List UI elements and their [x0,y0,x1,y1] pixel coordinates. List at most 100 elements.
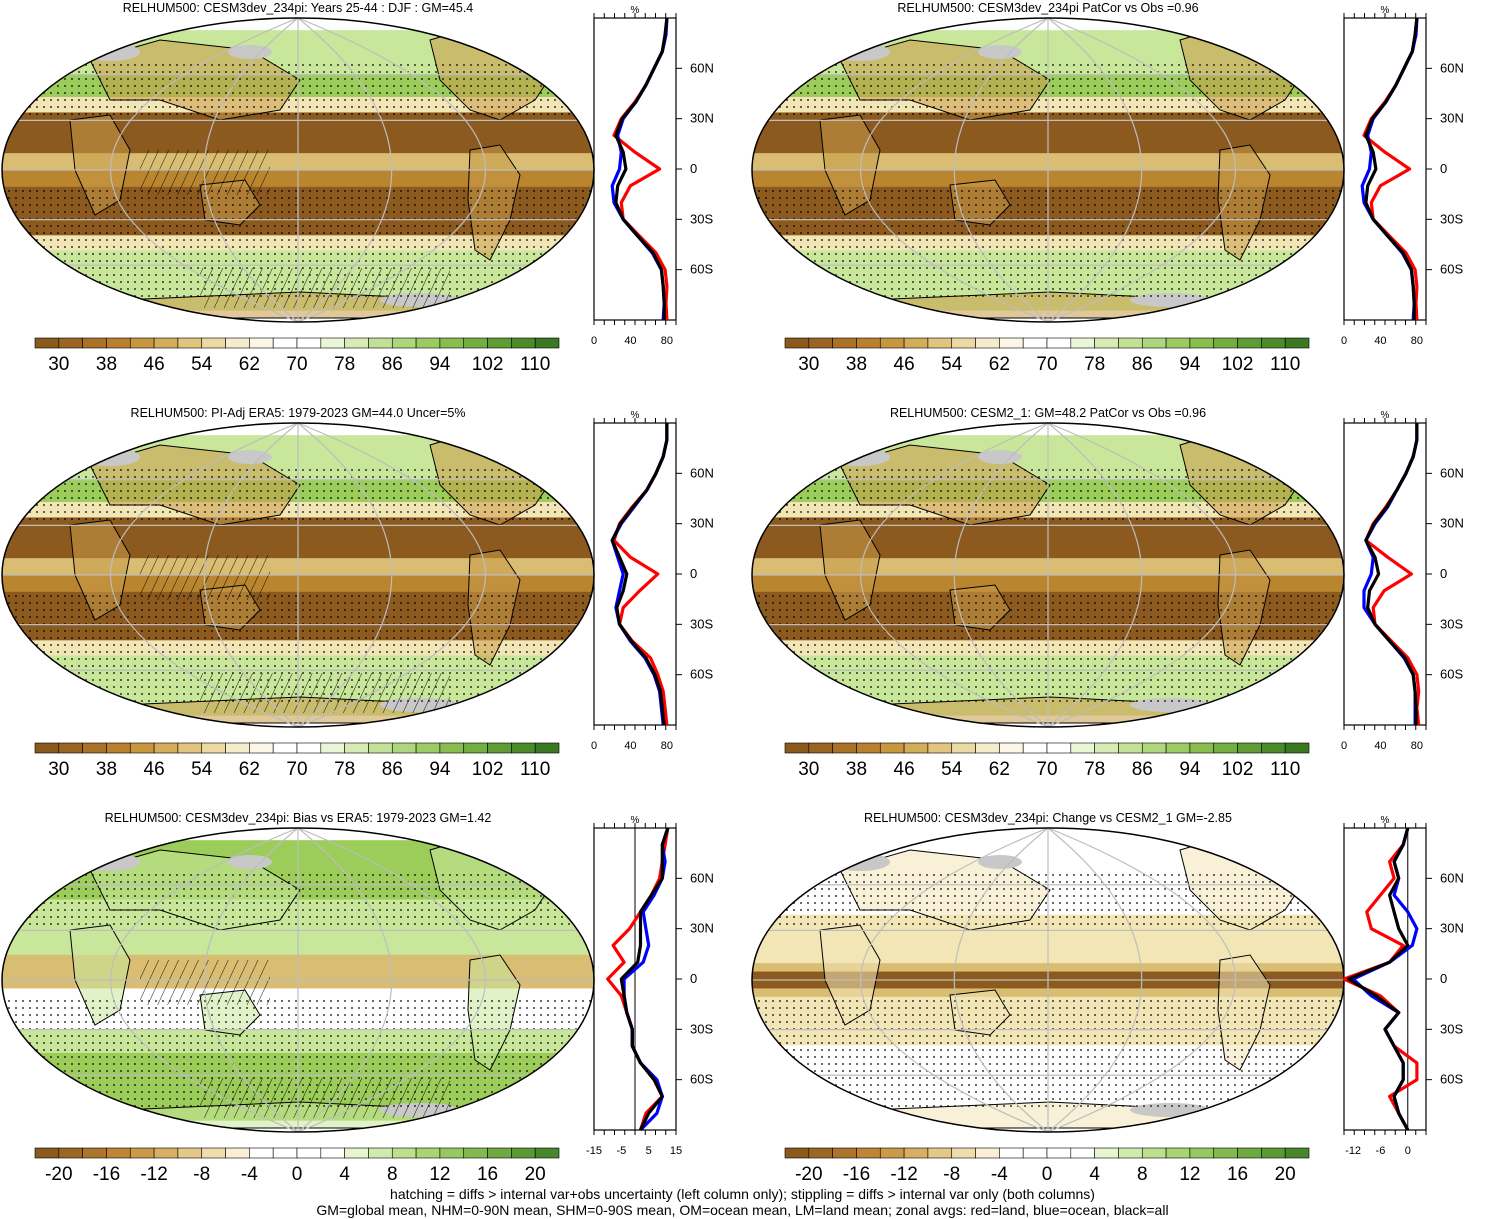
profile-y-tick-label: 30N [1440,111,1464,126]
graticule-meridian [859,828,1049,1132]
colorbar-tick-label: 78 [334,759,355,780]
profile-series-all [1364,17,1419,320]
colorbar-swatch [1189,742,1215,754]
profile-series-land [1342,827,1419,1131]
colorbar-swatch [879,337,905,349]
colorbar-tick-label: 38 [846,354,867,375]
colorbar-tick-label: 54 [191,354,213,375]
colorbar-swatch [249,337,274,349]
graticule-meridian [1047,18,1143,322]
lat-band [2,442,594,452]
stippling [752,1000,1344,1110]
colorbar-swatch [1094,337,1119,349]
lat-band [2,450,594,459]
colorbar-tick-label: 94 [1179,759,1201,780]
colorbar-tick-label: 62 [989,354,1010,375]
colorbar-tick-label: 86 [382,354,403,375]
colorbar-tick-label: 94 [429,354,451,375]
graticule-meridian [297,828,393,1132]
colorbar-swatch [320,337,345,349]
colorbar-tick-label: 110 [520,759,550,780]
colorbar-tick-label: 70 [286,354,307,375]
colorbar-swatch [129,337,155,349]
profile-y-tick-label: 60N [690,870,714,885]
colorbar-tick-label: 86 [1132,354,1153,375]
colorbar-swatch [784,742,810,754]
profile-x-tick-label: 80 [1411,335,1423,347]
colorbar-tick-label: 16 [1227,1164,1248,1185]
colorbar-swatch [249,742,274,754]
colorbar-swatch [58,742,83,754]
colorbar-tick-label: 38 [846,759,867,780]
graticule-meridian [203,18,299,322]
colorbar-swatch [82,337,107,349]
colorbar-swatch [1046,1147,1072,1159]
profile-y-tick-label: 60S [690,1072,713,1087]
graticule-meridian [953,18,1049,322]
profile-x-tick-label: 0 [1405,1145,1411,1157]
colorbar-tick-label: -4 [991,1164,1008,1185]
colorbar-tick-label: 62 [239,759,260,780]
colorbar-swatch [511,1147,536,1159]
colorbar-tick-label: 30 [798,759,819,780]
colorbar-tick-label: 4 [339,1164,350,1185]
colorbar-swatch [784,337,810,349]
colorbar-swatch [153,337,179,349]
colorbar-swatch [487,742,512,754]
colorbar-swatch [534,1147,560,1159]
colorbar-swatch [1261,742,1286,754]
colorbar-swatch [1213,742,1238,754]
colorbar-swatch [201,742,226,754]
stippling [752,465,1344,525]
lat-band [752,45,1344,54]
panel-6: RELHUM500: CESM3dev_234pi: Change vs CES… [751,811,1464,1185]
colorbar-tick-label: 16 [477,1164,498,1185]
colorbar-swatch [975,742,1000,754]
colorbar-tick-label: 8 [387,1164,398,1185]
colorbar-tick-label: 94 [1179,354,1201,375]
profile-series-all [1364,423,1419,725]
colorbar-swatch [58,337,83,349]
footer-note-hatching: hatching = diffs > internal var+obs unce… [390,1186,1095,1202]
colorbar-swatch [1022,1147,1048,1159]
colorbar-swatch [808,742,833,754]
colorbar-swatch [1213,337,1238,349]
profile-y-tick-label: 60N [1440,465,1464,480]
colorbar-swatch [368,337,393,349]
lat-band [2,840,594,849]
colorbar-swatch [534,337,560,349]
colorbar-swatch [487,1147,512,1159]
graticule-meridian [109,18,299,322]
graticule-meridian [953,423,1049,727]
colorbar-swatch [903,337,929,349]
profile-y-tick-label: 60S [690,262,713,277]
colorbar-tick-label: 46 [144,354,165,375]
colorbar-swatch [82,1147,107,1159]
graticule-meridian [297,18,487,322]
profile-x-tick-label: 40 [624,335,636,347]
map-field [752,18,1344,322]
colorbar-swatch [415,1147,441,1159]
stippling [752,595,1344,705]
profile-x-tick-label: 0 [1341,740,1347,752]
stippling [2,60,594,120]
lat-band [752,855,1344,864]
panel-title: RELHUM500: CESM3dev_234pi: Years 25-44 :… [123,1,474,15]
graticule-meridian [203,423,299,727]
colorbar-tick-label: 54 [941,354,963,375]
lat-band [2,45,594,54]
panel-title: RELHUM500: CESM3dev_234pi: Bias vs ERA5:… [105,811,492,825]
colorbar-swatch [391,337,417,349]
colorbar-tick-label: 110 [1270,759,1300,780]
colorbar-swatch [391,1147,417,1159]
lat-band [752,862,1344,871]
graticule-meridian [297,18,393,322]
panel-1: RELHUM500: CESM3dev_234pi: Years 25-44 :… [1,1,714,375]
profile-series-all [610,423,669,726]
colorbar-swatch [272,1147,298,1159]
colorbar-tick-label: 8 [1137,1164,1148,1185]
missing-data-patch [228,45,272,59]
profile-x-tick-label: -15 [586,1145,602,1157]
profile-title: % [631,5,640,16]
colorbar-swatch [106,742,131,754]
